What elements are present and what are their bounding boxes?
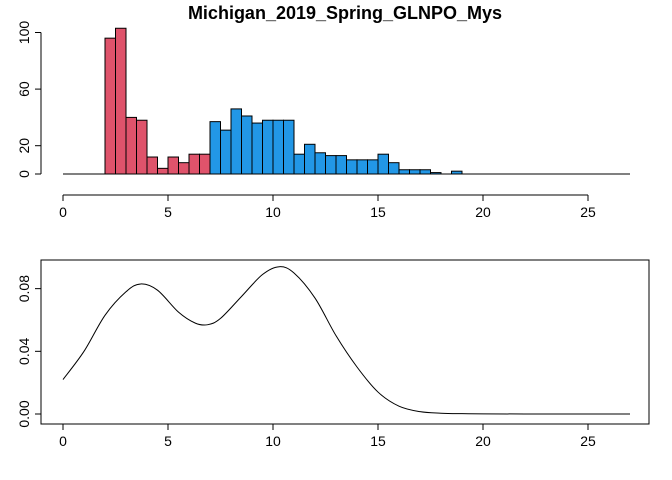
histogram-x-tick-label: 0 <box>59 204 67 220</box>
density-y-axis: 0.00 0.04 0.08 <box>16 275 42 428</box>
histogram-y-tick-label: 100 <box>16 21 32 45</box>
histogram-bar <box>409 169 421 175</box>
density-plot-box <box>40 259 650 425</box>
histogram-x-tick-label: 5 <box>164 204 172 220</box>
histogram-bar <box>178 162 190 175</box>
density-y-tick-label: 0.04 <box>16 337 32 364</box>
histogram-bar <box>283 119 295 175</box>
histogram-x-tick-label: 15 <box>370 204 386 220</box>
histogram-bar <box>272 119 284 175</box>
histogram-bar <box>293 153 305 175</box>
density-x-tick-label: 15 <box>370 433 386 449</box>
density-x-tick-label: 20 <box>475 433 491 449</box>
histogram-bar <box>241 115 253 175</box>
histogram-x-axis: 0 5 10 15 20 25 <box>59 194 596 220</box>
histogram-bar <box>251 122 263 175</box>
histogram-bar <box>115 27 127 175</box>
histogram-bar <box>199 153 211 175</box>
histogram-panel: Michigan_2019_Spring_GLNPO_Mys 0 5 10 15 20 2… <box>16 3 630 220</box>
histogram-x-tick-label: 10 <box>265 204 281 220</box>
histogram-bar <box>262 119 274 175</box>
density-x-tick-label: 0 <box>59 433 67 449</box>
histogram-y-tick-label: 20 <box>16 138 32 154</box>
density-y-tick-label: 0.08 <box>16 275 32 302</box>
histogram-title: Michigan_2019_Spring_GLNPO_Mys <box>188 3 502 23</box>
density-panel: 0 5 10 15 20 25 0.00 0.04 0.08 <box>16 259 650 449</box>
density-x-axis: 0 5 10 15 20 25 <box>59 423 596 449</box>
histogram-bar <box>367 159 379 175</box>
histogram-bar <box>356 159 368 175</box>
histogram-bar <box>377 153 389 175</box>
density-curve <box>62 266 630 415</box>
histogram-bar <box>398 169 410 175</box>
density-x-tick-label: 25 <box>580 433 596 449</box>
density-y-tick-label: 0.00 <box>16 400 32 427</box>
histogram-bar <box>335 155 347 175</box>
histogram-bar <box>230 108 242 175</box>
histogram-bar <box>157 167 169 175</box>
histogram-bar <box>104 37 116 175</box>
histogram-bar <box>419 169 431 175</box>
histogram-bar <box>304 143 316 175</box>
histogram-y-tick-label: 0 <box>16 170 32 178</box>
histogram-bar <box>209 121 221 175</box>
histogram-bars <box>104 27 463 175</box>
density-x-tick-label: 5 <box>164 433 172 449</box>
histogram-x-tick-label: 25 <box>580 204 596 220</box>
histogram-bar <box>314 152 326 175</box>
histogram-bar <box>167 156 179 175</box>
histogram-bar <box>146 156 158 175</box>
histogram-bar <box>346 159 358 175</box>
histogram-bar <box>220 129 232 175</box>
histogram-x-tick-label: 20 <box>475 204 491 220</box>
density-x-tick-label: 10 <box>265 433 281 449</box>
histogram-bar <box>136 119 148 175</box>
histogram-bar <box>388 162 400 175</box>
histogram-bar <box>125 116 137 175</box>
histogram-y-axis: 0 20 60 100 <box>16 21 42 178</box>
histogram-y-tick-label: 60 <box>16 81 32 97</box>
histogram-bar <box>325 155 337 175</box>
histogram-bar <box>188 153 200 175</box>
